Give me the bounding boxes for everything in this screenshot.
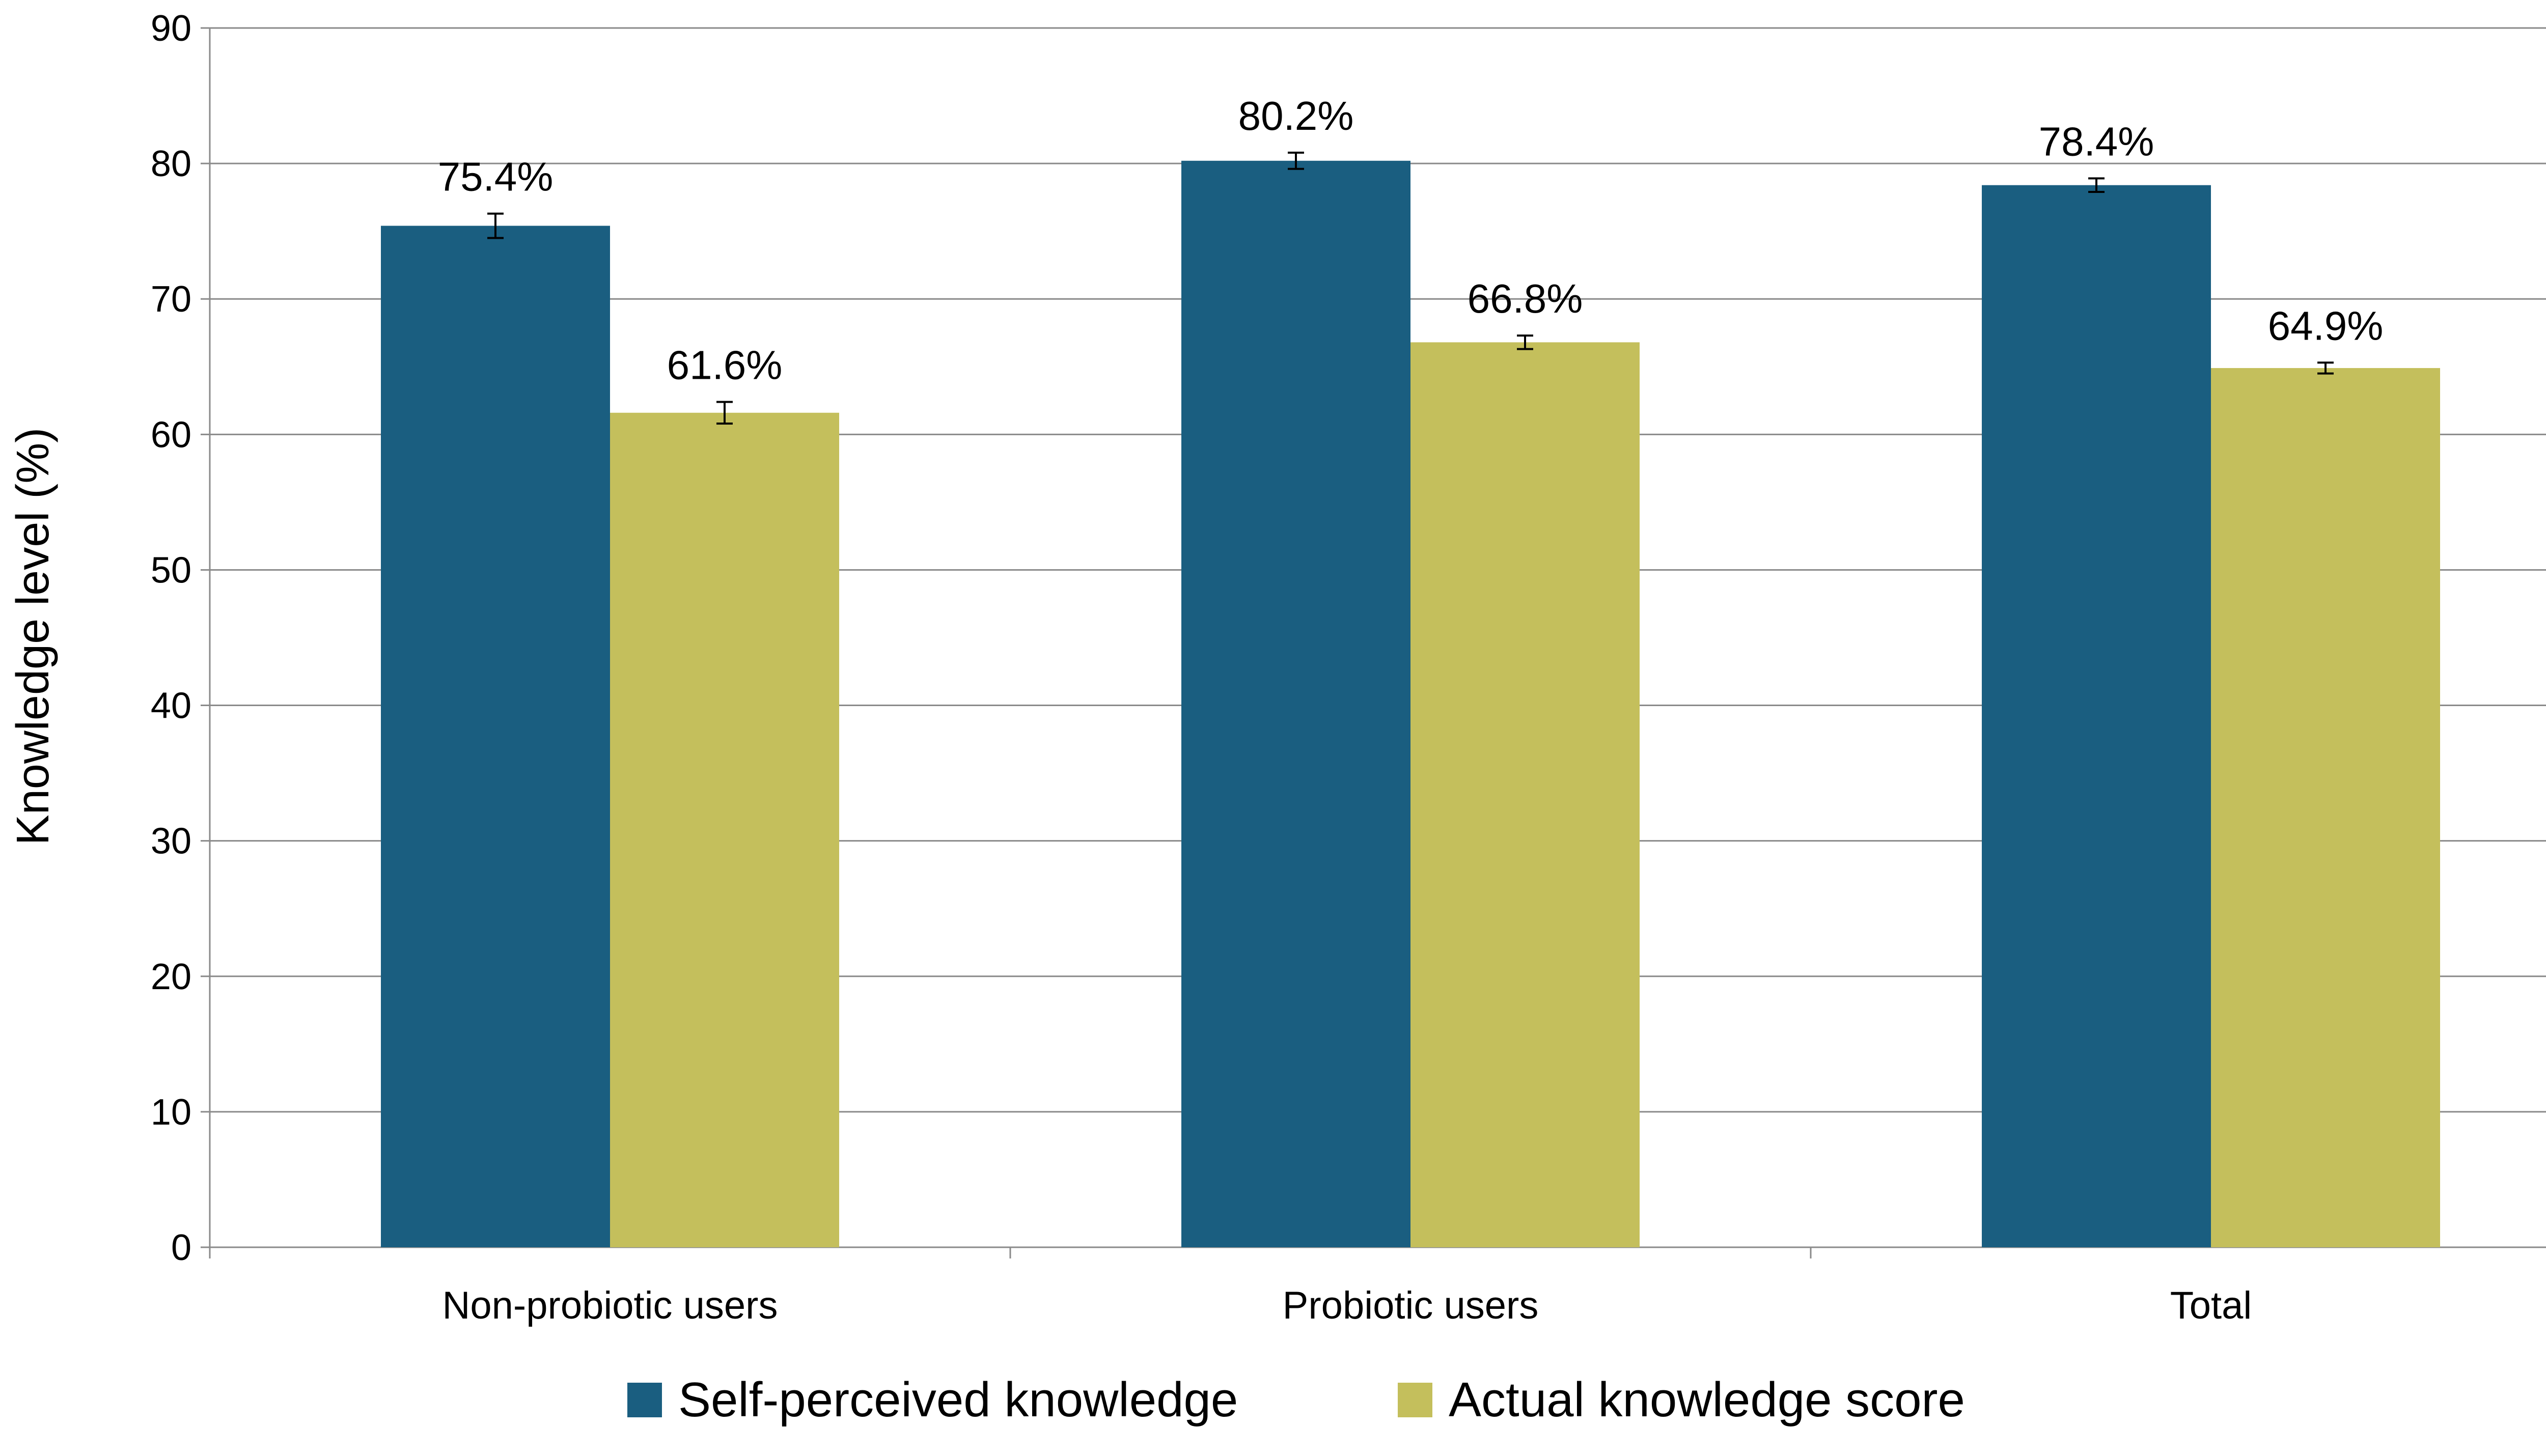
- y-tick-label: 0: [171, 1227, 191, 1268]
- data-label: 61.6%: [667, 342, 783, 387]
- data-label: 64.9%: [2268, 303, 2384, 348]
- bar: [610, 412, 839, 1247]
- bar: [2211, 368, 2440, 1247]
- error-bars: [487, 151, 2334, 425]
- bar: [381, 226, 610, 1247]
- data-labels: 75.4% 61.6% 80.2% 66.8% 78.4% 64.9%: [438, 93, 2384, 388]
- legend-swatch: [627, 1383, 662, 1417]
- bar: [1410, 342, 1640, 1247]
- y-tick-label: 80: [151, 144, 191, 184]
- bar: [1982, 185, 2211, 1247]
- y-tick-label: 20: [151, 957, 191, 997]
- bar: [1181, 160, 1410, 1248]
- y-tick-label: 90: [151, 8, 191, 49]
- x-category-label: Probiotic users: [1283, 1284, 1539, 1327]
- legend: Self-perceived knowledge Actual knowledge…: [627, 1373, 1965, 1427]
- y-tick-label: 40: [151, 686, 191, 726]
- x-category-label: Total: [2170, 1284, 2252, 1327]
- y-tick-label: 70: [151, 279, 191, 320]
- legend-label: Actual knowledge score: [1449, 1373, 1965, 1427]
- y-tick-label: 60: [151, 414, 191, 455]
- y-tick-label: 50: [151, 550, 191, 591]
- data-label: 78.4%: [2039, 119, 2154, 164]
- y-tick-label: 10: [151, 1092, 191, 1133]
- tick-labels: 0 10 20 30 40 50 60 70 80 90 Non-probiotic users Pr…: [151, 8, 2252, 1327]
- y-axis-title: Knowledge level (%): [8, 428, 59, 845]
- legend-label: Self-perceived knowledge: [678, 1373, 1238, 1427]
- data-label: 80.2%: [1238, 93, 1354, 138]
- bars: [381, 160, 2440, 1248]
- y-tick-label: 30: [151, 821, 191, 862]
- data-label: 75.4%: [438, 154, 554, 200]
- x-category-label: Non-probiotic users: [442, 1284, 778, 1327]
- legend-swatch: [1398, 1383, 1432, 1417]
- data-label: 66.8%: [1468, 276, 1583, 321]
